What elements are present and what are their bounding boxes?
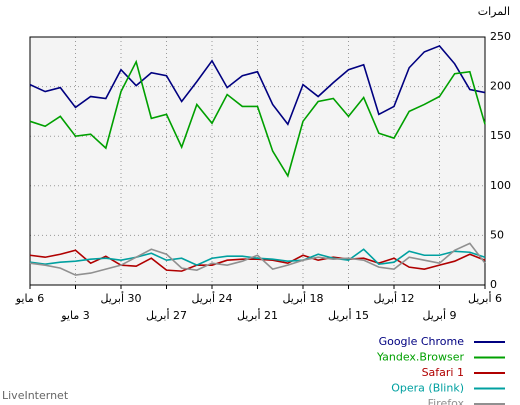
legend-label: Safari 1 bbox=[422, 366, 464, 379]
x-tick-label: 6 أبريل bbox=[468, 291, 502, 305]
y-tick-label: 250 bbox=[490, 30, 511, 43]
y-tick-label: 0 bbox=[490, 278, 497, 291]
x-tick-label: 12 أبريل bbox=[373, 291, 414, 305]
legend-label: Yandex.Browser bbox=[376, 351, 465, 364]
plot-frame bbox=[29, 36, 486, 286]
y-tick-label: 150 bbox=[490, 129, 511, 142]
footer: LiveInternet bbox=[2, 389, 69, 402]
y-tick-label: 50 bbox=[490, 228, 504, 241]
line-series bbox=[29, 44, 486, 126]
x-tick-label: 24 أبريل bbox=[191, 291, 232, 305]
legend-label: Opera (Blink) bbox=[391, 382, 464, 395]
y-tick-label: 100 bbox=[490, 179, 511, 192]
line-series bbox=[29, 59, 486, 178]
x-tick-label: 18 أبريل bbox=[282, 291, 323, 305]
x-tick-label: 21 أبريل bbox=[237, 308, 278, 322]
x-tick-label: 27 أبريل bbox=[146, 308, 187, 322]
x-tick-label: 3 مايو bbox=[60, 309, 89, 322]
y-axis-label: المرات bbox=[478, 5, 510, 18]
legend-label: Google Chrome bbox=[379, 335, 465, 348]
legend-label: Firefox bbox=[428, 397, 465, 405]
line-series bbox=[29, 242, 486, 276]
x-tick-label: 30 أبريل bbox=[100, 291, 141, 305]
line-series bbox=[29, 249, 486, 272]
x-tick-label: 9 أبريل bbox=[422, 308, 456, 322]
y-tick-label: 200 bbox=[490, 80, 511, 93]
x-tick-label: 6 مايو bbox=[15, 292, 44, 305]
x-tick-label: 15 أبريل bbox=[328, 308, 369, 322]
line-series bbox=[29, 248, 486, 267]
